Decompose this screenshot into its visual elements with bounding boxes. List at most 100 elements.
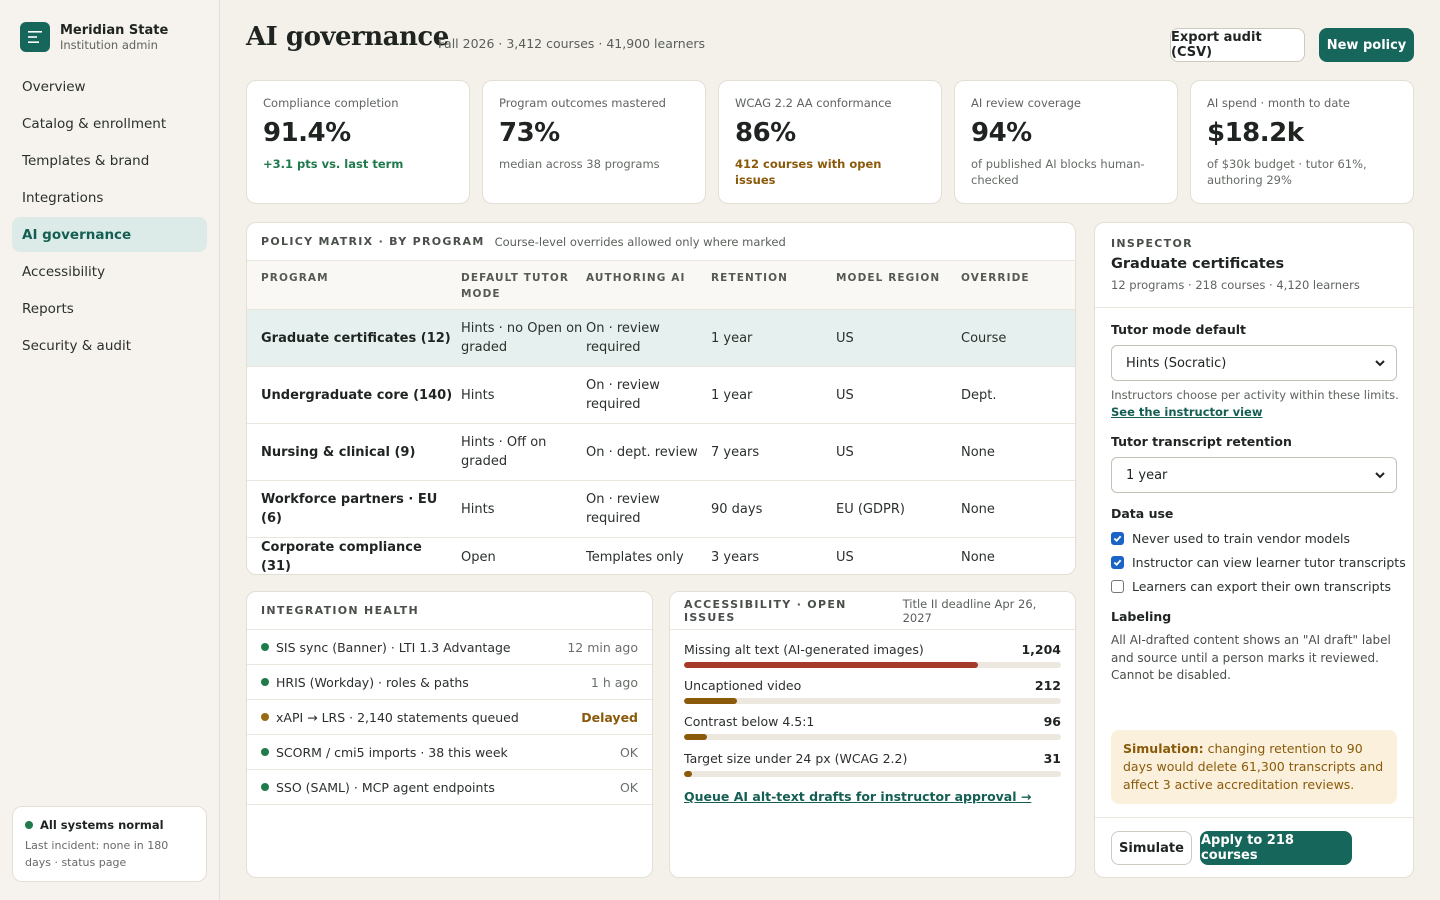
sidebar-nav: Overview Catalog & enrollment Templates … xyxy=(12,69,207,365)
issue-label: Contrast below 4.5:1 xyxy=(684,714,815,729)
cell-model-region: EU (GDPR) xyxy=(836,501,905,517)
cell-model-region: US xyxy=(836,549,854,565)
sidebar-item-security[interactable]: Security & audit xyxy=(22,337,131,354)
issue-progress-bar xyxy=(684,698,1061,704)
system-status-card[interactable]: All systems normal Last incident: none i… xyxy=(12,806,207,882)
issue-progress-fill xyxy=(684,771,692,777)
column-header-authoring-ai[interactable]: Authoring AI xyxy=(586,272,686,284)
column-header-override[interactable]: Override xyxy=(961,272,1030,284)
issue-item[interactable]: Uncaptioned video 212 xyxy=(684,678,1061,704)
cell-program: Workforce partners · EU (6) xyxy=(261,492,438,526)
kpi-label: AI spend · month to date xyxy=(1207,96,1350,110)
table-row[interactable]: Nursing & clinical (9) Hints · Off on gr… xyxy=(247,424,1075,481)
system-status-detail: Last incident: none in 180 days · status… xyxy=(25,839,169,869)
new-policy-button[interactable]: New policy xyxy=(1319,28,1414,62)
kpi-value: $18.2k xyxy=(1207,118,1304,148)
retention-value: 1 year xyxy=(1126,467,1168,483)
retention-label: Tutor transcript retention xyxy=(1111,434,1292,449)
brand-role: Institution admin xyxy=(60,37,158,52)
list-item[interactable]: xAPI → LRS · 2,140 statements queued Del… xyxy=(247,700,652,735)
kpi-note: of $30k budget · tutor 61%, authoring 29… xyxy=(1207,157,1367,187)
sidebar-item-templates[interactable]: Templates & brand xyxy=(22,152,150,169)
sidebar: Meridian State Institution admin Overvie… xyxy=(0,0,220,900)
column-header-tutor-mode[interactable]: Default tutor mode xyxy=(461,272,570,300)
sidebar-item-accessibility[interactable]: Accessibility xyxy=(22,263,106,280)
issue-item[interactable]: Missing alt text (AI-generated images) 1,… xyxy=(684,642,1061,668)
integration-status: 1 h ago xyxy=(590,674,638,690)
cell-override: None xyxy=(961,549,995,565)
table-row[interactable]: Undergraduate core (140) Hints On · revi… xyxy=(247,367,1075,424)
issue-count: 212 xyxy=(1034,678,1061,693)
learner-export-checkbox[interactable]: Learners can export their own transcript… xyxy=(1111,579,1391,594)
issue-count: 31 xyxy=(1043,751,1061,766)
integration-name: xAPI → LRS · 2,140 statements queued xyxy=(276,709,519,725)
list-item[interactable]: SIS sync (Banner) · LTI 1.3 Advantage 12… xyxy=(247,630,652,665)
brand[interactable]: Meridian State Institution admin xyxy=(20,22,168,52)
issue-progress-bar xyxy=(684,771,1061,777)
export-audit-button[interactable]: Export audit (CSV) xyxy=(1170,28,1305,62)
table-row[interactable]: Corporate compliance (31) Open Templates… xyxy=(247,538,1075,574)
sidebar-item-catalog[interactable]: Catalog & enrollment xyxy=(22,115,167,132)
apply-button[interactable]: Apply to 218 courses xyxy=(1200,831,1352,865)
cell-model-region: US xyxy=(836,387,854,403)
cell-override: Dept. xyxy=(961,387,997,403)
cell-tutor-mode: Hints xyxy=(461,501,495,517)
simulate-button[interactable]: Simulate xyxy=(1111,831,1192,865)
table-row[interactable]: Graduate certificates (12) Hints · no Op… xyxy=(247,310,1075,367)
kpi-note: median across 38 programs xyxy=(499,157,660,171)
cell-program: Undergraduate core (140) xyxy=(261,387,453,403)
cell-program: Graduate certificates (12) xyxy=(261,330,451,346)
queue-alt-text-link[interactable]: Queue AI alt-text drafts for instructor … xyxy=(684,789,1032,804)
retention-select[interactable]: 1 year xyxy=(1111,457,1397,493)
issue-label: Uncaptioned video xyxy=(684,678,802,693)
tutor-mode-select[interactable]: Hints (Socratic) xyxy=(1111,345,1397,381)
issue-item[interactable]: Contrast below 4.5:1 96 xyxy=(684,714,1061,740)
kpi-value: 91.4% xyxy=(263,118,351,148)
train-vendor-checkbox[interactable]: Never used to train vendor models xyxy=(1111,531,1350,546)
integration-status: 12 min ago xyxy=(567,639,638,655)
issue-progress-fill xyxy=(684,734,707,740)
cell-tutor-mode: Hints · no Open on graded xyxy=(461,321,583,355)
column-header-retention[interactable]: Retention xyxy=(711,272,789,284)
status-dot-icon xyxy=(261,748,269,756)
accessibility-title: Accessibility · open issues xyxy=(684,597,847,624)
issue-count: 1,204 xyxy=(1021,642,1061,657)
inspector-panel: Inspector Graduate certificates 12 progr… xyxy=(1094,222,1414,878)
instructor-view-link[interactable]: See the instructor view xyxy=(1111,405,1263,419)
sidebar-item-reports[interactable]: Reports xyxy=(22,300,74,317)
integration-name: SIS sync (Banner) · LTI 1.3 Advantage xyxy=(276,639,511,655)
column-header-program[interactable]: Program xyxy=(261,272,329,284)
list-item[interactable]: HRIS (Workday) · roles & paths 1 h ago xyxy=(247,665,652,700)
integration-health-title: Integration health xyxy=(261,604,419,617)
instructor-view-checkbox[interactable]: Instructor can view learner tutor transc… xyxy=(1111,555,1406,570)
chevron-down-icon xyxy=(1375,360,1385,367)
sidebar-item-integrations[interactable]: Integrations xyxy=(22,189,104,206)
sidebar-item-ai-governance[interactable]: AI governance xyxy=(12,217,207,252)
checkbox-label: Instructor can view learner tutor transc… xyxy=(1132,555,1406,570)
cell-authoring-ai: Templates only xyxy=(586,549,684,565)
issue-item[interactable]: Target size under 24 px (WCAG 2.2) 31 xyxy=(684,751,1061,777)
list-item[interactable]: SCORM / cmi5 imports · 38 this week OK xyxy=(247,735,652,770)
cell-program: Corporate compliance (31) xyxy=(261,540,422,574)
cell-retention: 3 years xyxy=(711,549,760,565)
list-item[interactable]: SSO (SAML) · MCP agent endpoints OK xyxy=(247,770,652,805)
inspector-title: Graduate certificates xyxy=(1111,256,1285,272)
policy-matrix-panel: Policy matrix · by program Course-level … xyxy=(246,222,1076,575)
cell-tutor-mode: Open xyxy=(461,549,496,565)
data-use-label: Data use xyxy=(1111,506,1174,521)
tutor-mode-label: Tutor mode default xyxy=(1111,322,1246,337)
column-header-model-region[interactable]: Model region xyxy=(836,272,941,284)
accessibility-deadline: Title II deadline Apr 26, 2027 xyxy=(902,596,1037,625)
table-row[interactable]: Workforce partners · EU (6) Hints On · r… xyxy=(247,481,1075,538)
cell-authoring-ai: On · dept. review xyxy=(586,444,698,460)
integration-status: Delayed xyxy=(581,709,638,725)
inspector-meta: 12 programs · 218 courses · 4,120 learne… xyxy=(1111,278,1360,292)
cell-authoring-ai: On · review required xyxy=(586,378,660,412)
policy-matrix-title: Policy matrix · by program xyxy=(261,235,485,248)
divider xyxy=(1095,817,1413,818)
tutor-mode-help: Instructors choose per activity within t… xyxy=(1111,388,1399,402)
cell-override: Course xyxy=(961,330,1007,346)
issue-progress-fill xyxy=(684,698,737,704)
sidebar-item-overview[interactable]: Overview xyxy=(22,78,86,95)
checkbox-label: Learners can export their own transcript… xyxy=(1132,579,1391,594)
